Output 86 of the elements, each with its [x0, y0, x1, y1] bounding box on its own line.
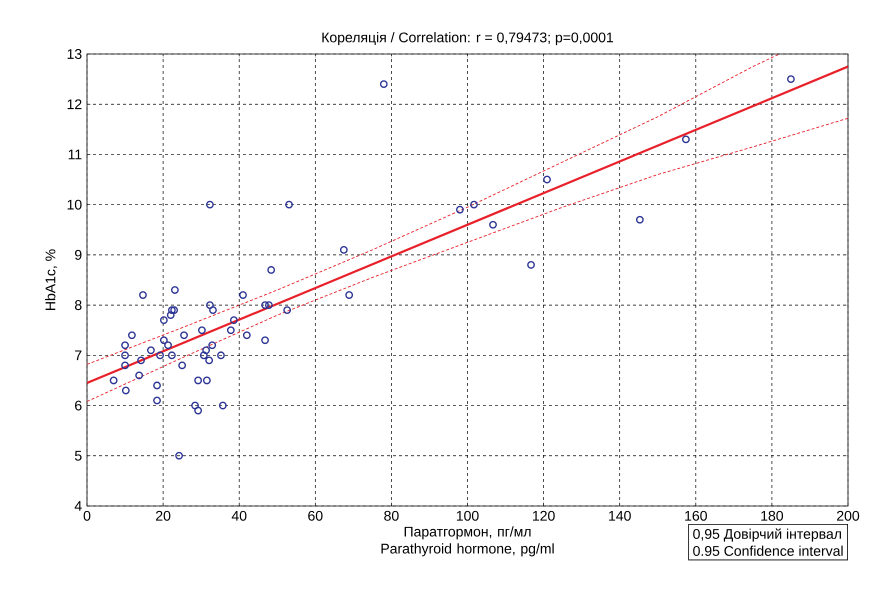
point	[261, 336, 269, 344]
point	[121, 341, 129, 350]
x-tick-label: 140	[609, 510, 631, 521]
point	[264, 301, 273, 309]
point	[217, 351, 225, 360]
point	[489, 220, 497, 229]
y-tick-label: 13	[68, 49, 82, 59]
point	[128, 331, 136, 340]
point	[682, 135, 690, 144]
y-tick-label: 5	[74, 450, 82, 461]
x-tick-label: 60	[308, 510, 323, 521]
point	[194, 406, 202, 414]
y-tick-label: 12	[68, 99, 82, 110]
point	[239, 291, 247, 299]
point	[122, 386, 130, 394]
point	[160, 316, 168, 324]
y-tick-label: 8	[74, 300, 82, 310]
point	[283, 306, 292, 314]
y-tick-label: 10	[68, 200, 82, 210]
x-tick-label: 40	[232, 510, 246, 521]
point	[202, 346, 210, 354]
point	[166, 311, 175, 320]
y-tick-label: 4	[74, 501, 82, 511]
point	[156, 351, 164, 360]
point	[121, 351, 129, 360]
point	[242, 331, 251, 340]
point	[380, 80, 388, 88]
point	[168, 351, 176, 360]
point	[168, 306, 176, 314]
point	[198, 326, 206, 334]
point	[206, 301, 214, 309]
point	[456, 206, 464, 214]
point	[137, 356, 145, 364]
point	[200, 351, 208, 360]
point	[218, 402, 227, 410]
x-tick-label: 120	[532, 510, 555, 521]
point	[135, 372, 144, 380]
x-tick-label: 160	[685, 510, 707, 521]
point	[345, 291, 354, 299]
text: 0,95 Довірчий інтервал	[693, 528, 841, 542]
x-tick-label: 0	[84, 510, 90, 521]
x-tick-label: 100	[456, 510, 479, 521]
point	[164, 341, 172, 350]
point	[153, 382, 161, 390]
point	[206, 200, 214, 209]
point	[147, 346, 155, 354]
x-tick-label: 20	[156, 510, 170, 521]
x-axis-title: Паратгормон, пг/мл Parathyroid hormone, pg/ml	[382, 526, 554, 556]
point	[139, 291, 147, 299]
y-tick-label: 6	[75, 400, 82, 411]
point	[470, 200, 478, 209]
y-tick-label: 11	[68, 150, 82, 160]
y-tick-label: 7	[75, 350, 82, 360]
point	[194, 376, 202, 384]
point	[110, 376, 118, 384]
point	[208, 341, 216, 350]
point	[340, 246, 348, 254]
text: 0.95 Confidence interval	[693, 546, 843, 556]
x-tick-label: 180	[761, 510, 784, 521]
point	[153, 396, 161, 404]
point	[205, 356, 214, 364]
point	[121, 361, 129, 370]
y-axis-title: HbA1c, %	[45, 249, 58, 310]
point	[267, 266, 276, 274]
point	[175, 452, 183, 460]
point	[285, 200, 293, 209]
point	[170, 306, 178, 314]
point	[209, 306, 217, 314]
point	[543, 176, 551, 184]
chart-title: Кореляція / Correlation: r = 0,79473; p=0,0001	[322, 32, 614, 46]
point	[787, 75, 795, 84]
point	[226, 326, 235, 334]
line-series	[87, 54, 780, 365]
point	[191, 402, 199, 410]
point	[261, 301, 269, 309]
x-tick-label: 200	[837, 510, 860, 521]
x-tick-label: 80	[384, 510, 399, 521]
point	[636, 216, 644, 224]
point	[180, 331, 188, 340]
point	[202, 376, 211, 384]
point	[527, 261, 535, 269]
point	[171, 286, 179, 294]
point	[230, 316, 238, 324]
point	[178, 361, 186, 370]
y-tick-label: 9	[75, 250, 82, 260]
point	[160, 336, 168, 344]
